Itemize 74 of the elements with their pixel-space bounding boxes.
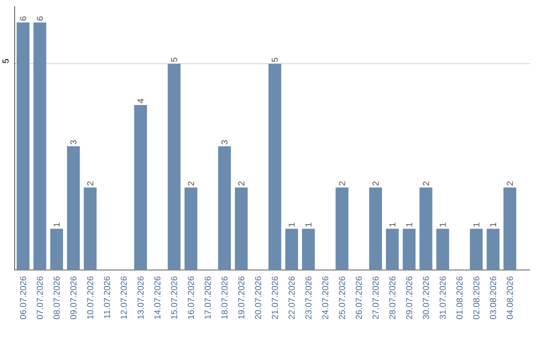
data-label: 2 <box>338 182 346 186</box>
x-tick-label: 03.08.2026 <box>490 276 496 320</box>
bar <box>386 228 399 270</box>
x-tick-label: 31.07.2026 <box>440 276 446 320</box>
bar <box>369 188 382 270</box>
bar <box>402 228 416 270</box>
data-label: 1 <box>389 222 396 226</box>
data-label: 2 <box>506 182 513 186</box>
bar <box>436 228 450 270</box>
bar <box>134 105 147 270</box>
data-label: 1 <box>288 222 295 226</box>
data-label: 1 <box>54 222 60 226</box>
data-label: 5 <box>171 58 178 62</box>
data-label: 4 <box>138 98 144 104</box>
x-tick-label: 18.07.2026 <box>221 276 228 319</box>
bar <box>67 146 80 270</box>
data-label: 2 <box>87 182 94 186</box>
data-label: 3 <box>70 140 76 144</box>
bar <box>420 188 432 270</box>
x-tick-label: 30.07.2026 <box>422 276 429 320</box>
bar <box>503 188 516 270</box>
x-tick-label: 02.08.2026 <box>473 276 480 320</box>
bar <box>268 64 282 270</box>
x-tick-label: 15.07.2026 <box>171 276 178 319</box>
x-tick-label: 11.07.2026 <box>104 276 110 318</box>
x-tick-label: 28.07.2026 <box>389 276 396 319</box>
x-tick-label: 27.07.2026 <box>372 276 379 319</box>
bar <box>470 228 483 270</box>
x-tick-label: 20.07.2026 <box>255 276 262 319</box>
data-label: 2 <box>238 182 244 186</box>
bar <box>234 188 248 270</box>
data-label: 1 <box>490 222 496 226</box>
x-tick-label: 12.07.2026 <box>120 276 127 319</box>
data-label: 2 <box>188 182 194 186</box>
x-tick-label: 06.07.2026 <box>20 276 26 320</box>
x-tick-label: 07.07.2026 <box>36 276 43 320</box>
data-label: 2 <box>372 182 379 186</box>
x-tick-label: 21.07.2026 <box>272 276 278 319</box>
data-label: 1 <box>440 222 446 226</box>
x-tick-label: 10.07.2026 <box>87 276 94 319</box>
x-tick-label: 08.07.2026 <box>54 276 60 320</box>
x-tick-label: 25.07.2026 <box>338 276 346 319</box>
x-tick-label: 22.07.2026 <box>288 276 295 319</box>
bar <box>33 22 46 270</box>
data-label: 1 <box>305 222 312 226</box>
x-tick-label: 29.07.2026 <box>406 276 412 319</box>
x-tick-label: 26.07.2026 <box>356 276 362 319</box>
data-label: 1 <box>406 222 412 226</box>
data-label: 6 <box>36 16 43 20</box>
data-label: 6 <box>20 16 26 20</box>
data-label: 2 <box>422 182 429 186</box>
x-tick-label: 19.07.2026 <box>238 276 244 319</box>
bar <box>184 188 198 270</box>
bar <box>285 228 298 270</box>
data-label: 3 <box>221 140 228 144</box>
bar <box>84 188 97 270</box>
x-tick-label: 24.07.2026 <box>322 276 328 319</box>
bar <box>302 228 315 270</box>
x-tick-label: 14.07.2026 <box>154 276 160 319</box>
bar <box>486 228 500 270</box>
data-label: 5 <box>272 58 278 62</box>
bar <box>336 188 348 270</box>
bar <box>50 228 64 270</box>
data-label: 1 <box>473 222 480 226</box>
bar <box>16 22 30 270</box>
x-tick-label: 16.07.2026 <box>188 276 194 319</box>
x-tick-label: 09.07.2026 <box>70 276 76 320</box>
bar <box>168 64 181 270</box>
bar <box>218 146 231 270</box>
x-tick-label: 01.08.2026 <box>456 276 463 320</box>
x-tick-label: 17.07.2026 <box>204 276 211 319</box>
x-tick-label: 13.07.2026 <box>138 276 144 319</box>
x-tick-label: 23.07.2026 <box>305 276 312 319</box>
x-tick-label: 04.08.2026 <box>506 276 513 320</box>
